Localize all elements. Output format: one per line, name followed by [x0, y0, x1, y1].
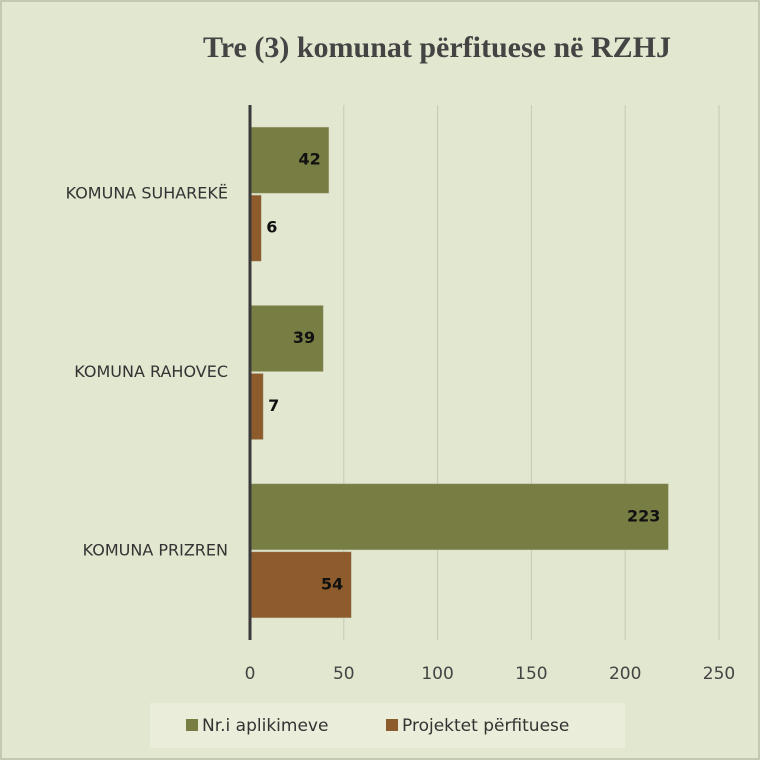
- bar: [249, 373, 264, 440]
- bar: [249, 483, 669, 551]
- bar: [249, 126, 330, 194]
- data-label: 7: [268, 396, 279, 415]
- chart-title: Tre (3) komunat përfituese në RZHJ: [203, 31, 671, 64]
- data-label: 54: [321, 574, 343, 593]
- data-label: 42: [299, 150, 321, 169]
- x-tick-label: 200: [609, 664, 641, 684]
- legend-label: Projektet përfituese: [402, 716, 569, 736]
- legend-label: Nr.i aplikimeve: [202, 716, 328, 736]
- x-tick-label: 250: [703, 664, 735, 684]
- bar: [249, 305, 324, 372]
- legend-swatch: [386, 719, 398, 731]
- x-tick-label: 50: [333, 664, 355, 684]
- y-tick-label: KOMUNA RAHOVEC: [74, 362, 228, 381]
- bar: [249, 551, 352, 619]
- data-label: 6: [266, 218, 277, 237]
- data-label: 223: [627, 506, 660, 525]
- bar: [249, 194, 262, 262]
- x-tick-label: 150: [515, 664, 547, 684]
- x-tick-label: 100: [421, 664, 453, 684]
- y-tick-label: KOMUNA PRIZREN: [83, 540, 228, 559]
- legend-swatch: [186, 719, 198, 731]
- data-label: 39: [293, 328, 315, 347]
- x-tick-label: 0: [245, 664, 256, 684]
- y-tick-label: KOMUNA SUHAREKË: [66, 184, 228, 203]
